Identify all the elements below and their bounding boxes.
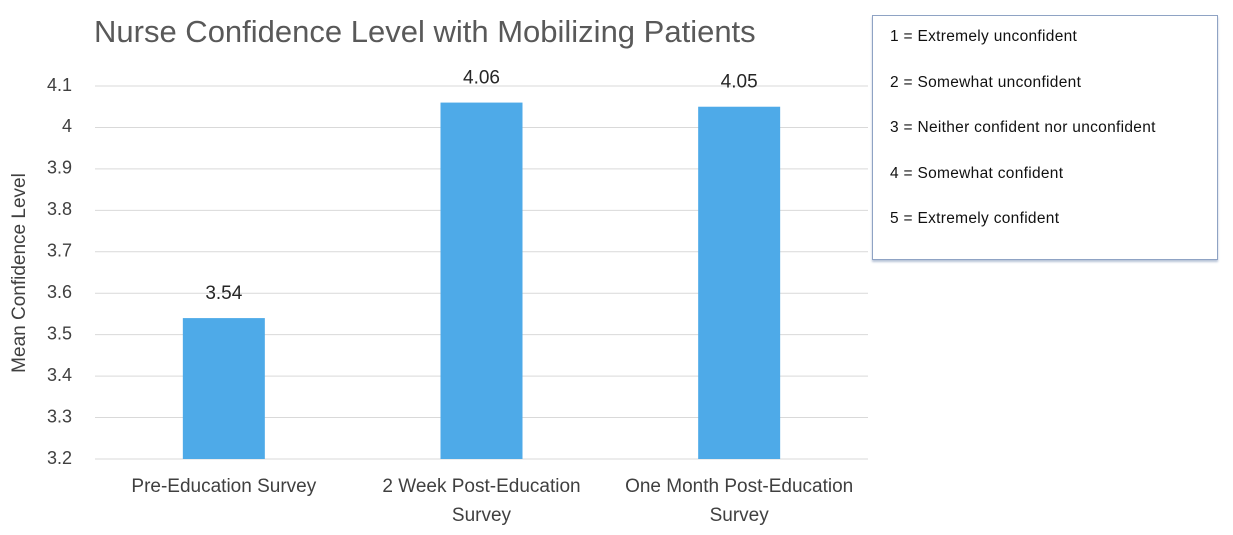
y-tick-label: 3.2 [47, 448, 72, 468]
y-tick-label: 3.7 [47, 241, 72, 261]
y-tick-label: 3.3 [47, 406, 72, 426]
legend-note: 2 = Somewhat unconfident [890, 73, 1082, 91]
chart-title: Nurse Confidence Level with Mobilizing P… [94, 14, 756, 49]
y-tick-label: 4.1 [47, 75, 72, 95]
y-axis-label: Mean Confidence Level [9, 173, 30, 373]
bar [440, 102, 523, 460]
bar [698, 106, 781, 459]
data-label: 4.06 [463, 68, 500, 89]
y-tick-label: 3.5 [47, 323, 72, 343]
x-tick-label: Pre-Education Survey [131, 476, 317, 497]
bar [182, 318, 265, 459]
data-label: 4.05 [721, 72, 758, 93]
y-tick-label: 3.4 [47, 365, 72, 385]
data-label: 3.54 [205, 283, 242, 304]
x-tick-label: One Month Post-Education Survey [625, 476, 854, 526]
y-tick-label: 3.9 [47, 158, 72, 178]
legend-note: 1 = Extremely unconfident [890, 28, 1078, 45]
legend-note: 3 = Neither confident nor unconfident [890, 119, 1156, 136]
y-tick-label: 3.6 [47, 282, 72, 302]
legend-note: 5 = Extremely confident [890, 210, 1060, 227]
x-tick-label: 2 Week Post-Education Survey [382, 476, 581, 526]
legend-note: 4 = Somewhat confident [890, 164, 1064, 182]
legend-box: 1 = Extremely unconfident 2 = Somewhat un… [872, 15, 1218, 260]
y-tick-label: 3.8 [47, 199, 72, 219]
y-tick-label: 4 [62, 116, 72, 136]
